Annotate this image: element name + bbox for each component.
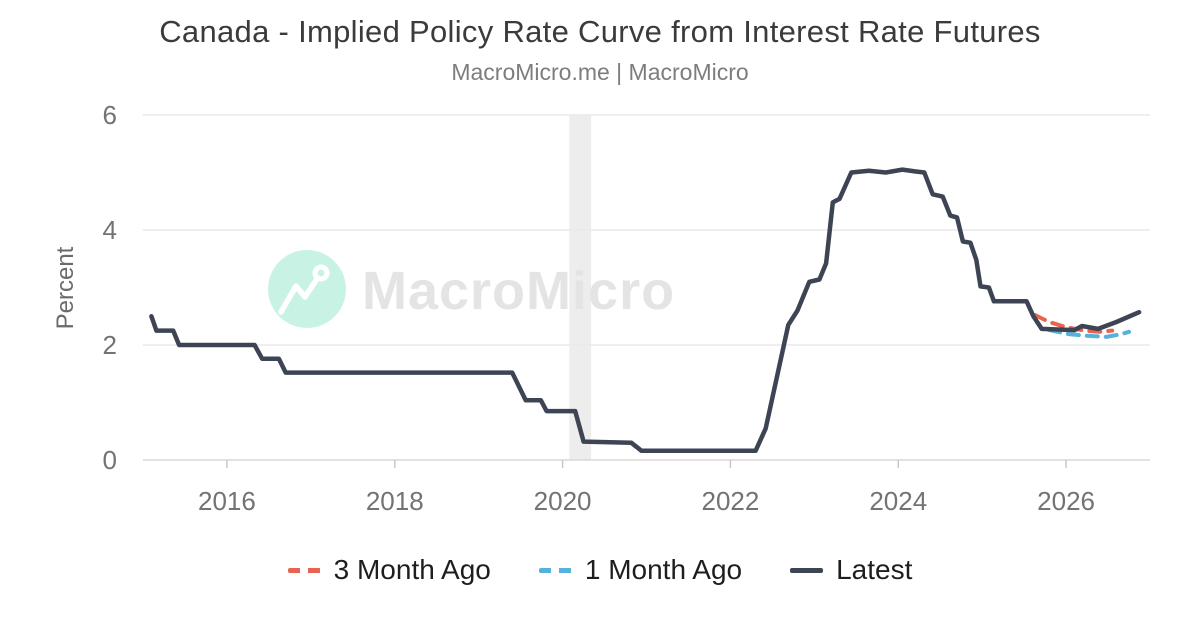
logo-zigzag-icon [278, 276, 320, 315]
y-tick-label-4: 4 [103, 215, 117, 245]
x-tick-label-2020: 2020 [534, 486, 592, 516]
legend-label-latest: Latest [836, 554, 913, 585]
x-tick-label-2018: 2018 [366, 486, 424, 516]
macromicro-watermark: MacroMicro [268, 250, 675, 328]
chart-legend: 3 Month Ago 1 Month Ago Latest [0, 548, 1200, 592]
legend-swatch-3-month-ago-icon [287, 567, 321, 573]
y-tick-label-0: 0 [103, 445, 117, 475]
watermark-text: MacroMicro [362, 261, 675, 321]
y-tick-label-6: 6 [103, 100, 117, 130]
logo-ring-icon [312, 264, 330, 282]
legend-item-1-month-ago[interactable]: 1 Month Ago [538, 554, 743, 586]
macromicro-logo-icon [268, 250, 346, 328]
legend-swatch-1-month-ago-icon [538, 567, 572, 573]
series-line-latest [149, 167, 1142, 454]
legend-item-latest[interactable]: Latest [790, 554, 912, 586]
page-title: Canada - Implied Policy Rate Curve from … [159, 14, 1041, 49]
x-tick-label-2024: 2024 [869, 486, 927, 516]
x-tick-label-2026: 2026 [1037, 486, 1095, 516]
x-tick-label-2022: 2022 [701, 486, 759, 516]
legend-item-3-month-ago[interactable]: 3 Month Ago [287, 554, 491, 586]
y-tick-label-2: 2 [103, 330, 117, 360]
legend-label-1-month-ago: 1 Month Ago [584, 554, 743, 585]
x-tick-label-2016: 2016 [198, 486, 256, 516]
recession-band [569, 115, 592, 460]
legend-label-3-month-ago: 3 Month Ago [333, 554, 491, 585]
legend-swatch-latest-icon [790, 567, 824, 573]
chart-source-subtitle: MacroMicro.me | MacroMicro [451, 59, 749, 85]
series-line-1-month-ago [1047, 328, 1131, 339]
